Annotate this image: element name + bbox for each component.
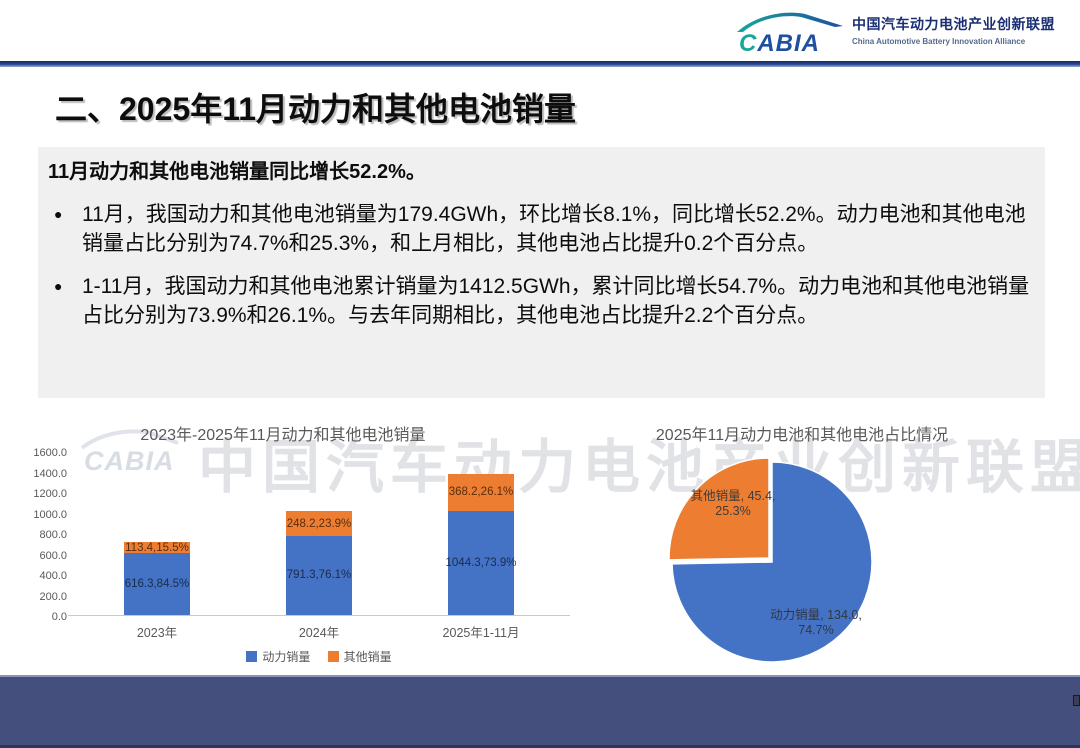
bar-label: 1044.3,73.9% (445, 556, 517, 569)
pie-chart: 2025年11月动力电池和其他电池占比情况 其他销量, 45.4, 25.3% … (582, 405, 1022, 675)
bar-2023: 113.4,15.5% 616.3,84.5% (76, 455, 238, 615)
x-axis-line (68, 615, 570, 616)
bar-segment-other-2024: 248.2,23.9% (286, 511, 352, 536)
bar-chart-x-labels: 2023年 2024年 2025年1-11月 (76, 622, 562, 641)
summary-panel: 11月动力和其他电池销量同比增长52.2%。 ● 11月，我国动力和其他电池销量… (38, 147, 1045, 398)
bullet-item-1: ● 11月，我国动力和其他电池销量为179.4GWh，环比增长8.1%，同比增长… (48, 200, 1031, 258)
bar-2025: 368.2,26.1% 1044.3,73.9% (400, 455, 562, 615)
bar-segment-power-2025: 1044.3,73.9% (445, 510, 517, 615)
bullet-dot: ● (54, 278, 63, 294)
pie-label-line: 74.7% (798, 623, 834, 637)
legend-chip-power (246, 651, 258, 662)
bar-2024: 248.2,23.9% 791.3,76.1% (238, 455, 400, 615)
cabia-logo: CABIA (735, 8, 845, 58)
pie-label-line: 其他销量, 45.4, (690, 489, 776, 503)
y-tick: 0.0 (51, 611, 67, 623)
y-tick: 1400.0 (33, 467, 67, 480)
legend-item-other: 其他销量 (327, 648, 392, 665)
pie-label-line: 动力销量, 134.0, (770, 608, 862, 622)
org-names: 中国汽车动力电池产业创新联盟 China Automotive Battery … (852, 14, 1062, 46)
cabia-swoosh-icon (737, 12, 843, 32)
legend-item-power: 动力销量 (246, 648, 310, 665)
y-tick: 1600.0 (33, 447, 67, 459)
y-tick: 1200.0 (33, 488, 67, 500)
summary-headline: 11月动力和其他电池销量同比增长52.2%。 (48, 161, 426, 183)
bar-label: 616.3,84.5% (124, 578, 190, 591)
bar-segment-other-2025: 368.2,26.1% (448, 473, 514, 511)
y-tick: 400.0 (39, 570, 67, 582)
pie-chart-title: 2025年11月动力电池和其他电池占比情况 (655, 427, 949, 444)
bar-label: 791.3,76.1% (286, 569, 352, 582)
x-label: 2023年 (136, 626, 178, 640)
bar-chart-title: 2023年-2025年11月动力和其他电池销量 (140, 427, 426, 444)
x-label: 2024年 (298, 626, 340, 640)
legend-label: 动力销量 (262, 650, 311, 664)
pie-label-other: 其他销量, 45.4, 25.3% (648, 489, 818, 519)
bar-chart-y-axis: 1600.0 1400.0 1200.0 1000.0 800.0 600.0 … (28, 446, 67, 624)
header-divider (0, 61, 1080, 67)
bar-chart: 2023年-2025年11月动力和其他电池销量 1600.0 1400.0 12… (33, 405, 608, 673)
legend-label: 其他销量 (343, 650, 392, 664)
watermark-text: 中国汽车动力电池产业创新联盟 (198, 435, 1080, 500)
footer-bar (0, 675, 1080, 748)
bar-segment-power-2024: 791.3,76.1% (286, 535, 352, 615)
legend-chip-other (327, 651, 339, 662)
bullet-text-1: 11月，我国动力和其他电池销量为179.4GWh，环比增长8.1%，同比增长52… (82, 203, 1026, 255)
bar-label: 113.4,15.5% (125, 541, 189, 554)
watermark-swoosh-icon (80, 429, 179, 450)
pie-slice-other (668, 457, 770, 561)
org-name-cn: 中国汽车动力电池产业创新联盟 (852, 16, 1055, 32)
pie-graphic (668, 457, 873, 663)
bar-segment-power-2023: 616.3,84.5% (124, 553, 190, 615)
page-title: 二、2025年11月动力和其他电池销量 (55, 91, 577, 127)
bar-segment-other-2023: 113.4,15.5% (124, 541, 190, 554)
y-tick: 200.0 (39, 590, 67, 603)
pie-label-power: 动力销量, 134.0, 74.7% (731, 608, 901, 638)
bar-label: 368.2,26.1% (448, 486, 514, 499)
bullet-dot: ● (54, 206, 63, 222)
cabia-wordmark: CABIA (739, 30, 821, 57)
bullet-item-2: ● 1-11月，我国动力和其他电池累计销量为1412.5GWh，累计同比增长54… (48, 272, 1031, 330)
bar-label: 248.2,23.9% (286, 517, 352, 530)
y-tick: 1000.0 (33, 508, 67, 521)
org-name-en: China Automotive Battery Innovation Alli… (852, 37, 1026, 46)
bullet-text-2: 1-11月，我国动力和其他电池累计销量为1412.5GWh，累计同比增长54.7… (82, 275, 1030, 327)
scrollbar-thumb[interactable] (1073, 695, 1080, 706)
bar-plot-area: 113.4,15.5% 616.3,84.5% 248.2,23.9% 791.… (76, 455, 562, 615)
y-tick: 600.0 (39, 549, 67, 562)
header: CABIA 中国汽车动力电池产业创新联盟 China Automotive Ba… (0, 0, 1080, 62)
pie-label-line: 25.3% (715, 504, 751, 518)
x-label: 2025年1-11月 (442, 626, 520, 640)
y-tick: 800.0 (39, 529, 67, 541)
watermark-cabia-logo: CABIA (84, 446, 175, 476)
pie-slice-power (671, 461, 873, 663)
bar-chart-legend: 动力销量 其他销量 (76, 648, 562, 665)
